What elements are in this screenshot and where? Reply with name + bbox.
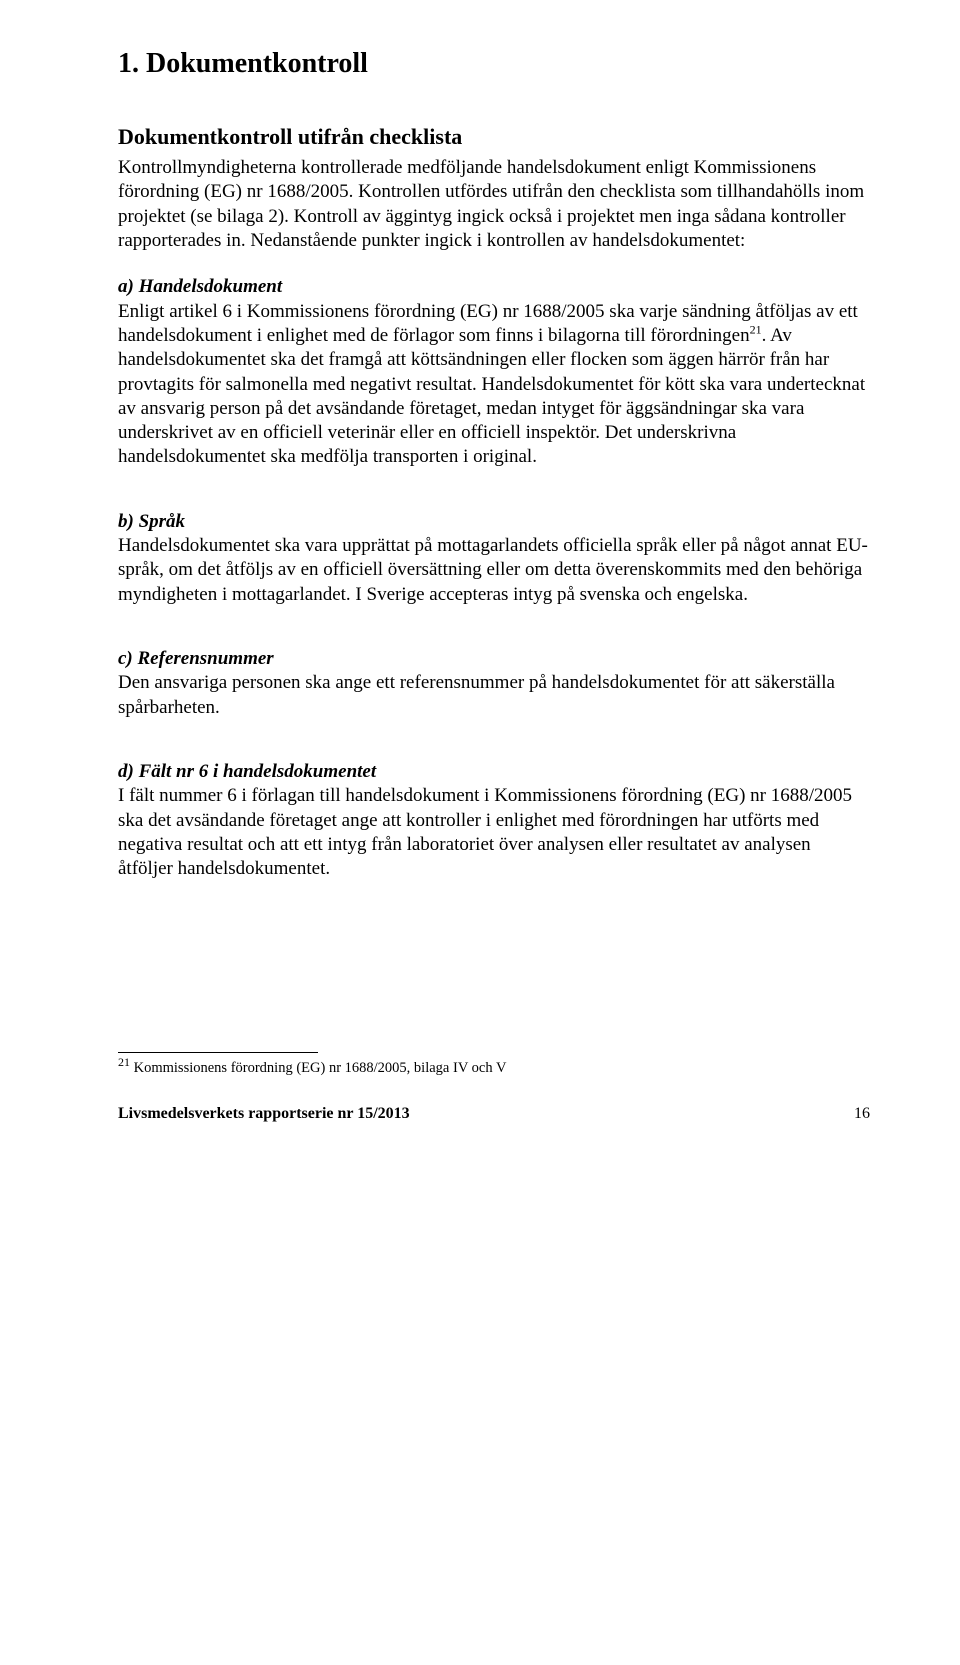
page-footer: Livsmedelsverkets rapportserie nr 15/201… — [118, 1105, 870, 1123]
section-a: a) Handelsdokument Enligt artikel 6 i Ko… — [118, 275, 870, 470]
heading-b: b) Språk — [118, 511, 185, 532]
section-c: c) Referensnummer Den ansvariga personen… — [118, 647, 870, 720]
footnote-number: 21 — [118, 1055, 130, 1069]
section-title: 1. Dokumentkontroll — [118, 48, 870, 80]
heading-a: a) Handelsdokument — [118, 276, 282, 297]
section-b: b) Språk Handelsdokumentet ska vara uppr… — [118, 510, 870, 607]
paragraph-c: Den ansvariga personen ska ange ett refe… — [118, 672, 835, 717]
paragraph-a-pre: Enligt artikel 6 i Kommissionens förordn… — [118, 301, 858, 346]
paragraph-b: Handelsdokumentet ska vara upprättat på … — [118, 535, 868, 605]
paragraph-checklist: Kontrollmyndigheterna kontrollerade medf… — [118, 156, 870, 253]
section-d: d) Fält nr 6 i handelsdokumentet I fält … — [118, 760, 870, 882]
footnote-text: Kommissionens förordning (EG) nr 1688/20… — [130, 1060, 506, 1076]
document-page: 1. Dokumentkontroll Dokumentkontroll uti… — [0, 0, 960, 1163]
paragraph-a-post: . Av handelsdokumentet ska det framgå at… — [118, 325, 865, 468]
heading-d: d) Fält nr 6 i handelsdokumentet — [118, 761, 376, 782]
footnote-21: 21 Kommissionens förordning (EG) nr 1688… — [118, 1059, 870, 1078]
paragraph-d: I fält nummer 6 i förlagan till handelsd… — [118, 785, 852, 879]
footer-series: Livsmedelsverkets rapportserie nr 15/201… — [118, 1105, 410, 1123]
footnote-ref-21: 21 — [750, 323, 762, 337]
footer-page-number: 16 — [854, 1105, 870, 1123]
heading-c: c) Referensnummer — [118, 648, 274, 669]
footnote-separator — [118, 1052, 318, 1053]
subheading-checklist: Dokumentkontroll utifrån checklista — [118, 124, 870, 150]
